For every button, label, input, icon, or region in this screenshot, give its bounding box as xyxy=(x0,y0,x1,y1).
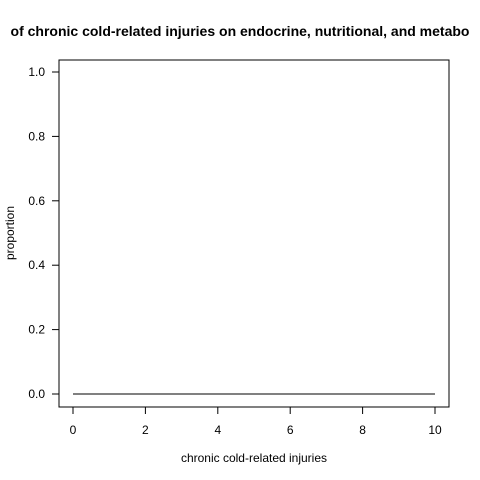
y-tick-label: 0.2 xyxy=(28,323,45,337)
x-tick-label: 8 xyxy=(359,423,366,437)
y-tick-label: 0.4 xyxy=(28,258,45,272)
y-tick-label: 1.0 xyxy=(28,65,45,79)
y-tick-label: 0.0 xyxy=(28,387,45,401)
x-axis-label: chronic cold-related injuries xyxy=(181,451,327,465)
y-axis-label: proportion xyxy=(3,206,17,260)
x-tick-label: 4 xyxy=(214,423,221,437)
x-tick-label: 2 xyxy=(142,423,149,437)
chart-title: of chronic cold-related injuries on endo… xyxy=(11,23,470,39)
x-tick-label: 10 xyxy=(428,423,442,437)
y-tick-label: 0.6 xyxy=(28,194,45,208)
x-tick-label: 0 xyxy=(70,423,77,437)
y-tick-label: 0.8 xyxy=(28,129,45,143)
x-tick-label: 6 xyxy=(287,423,294,437)
